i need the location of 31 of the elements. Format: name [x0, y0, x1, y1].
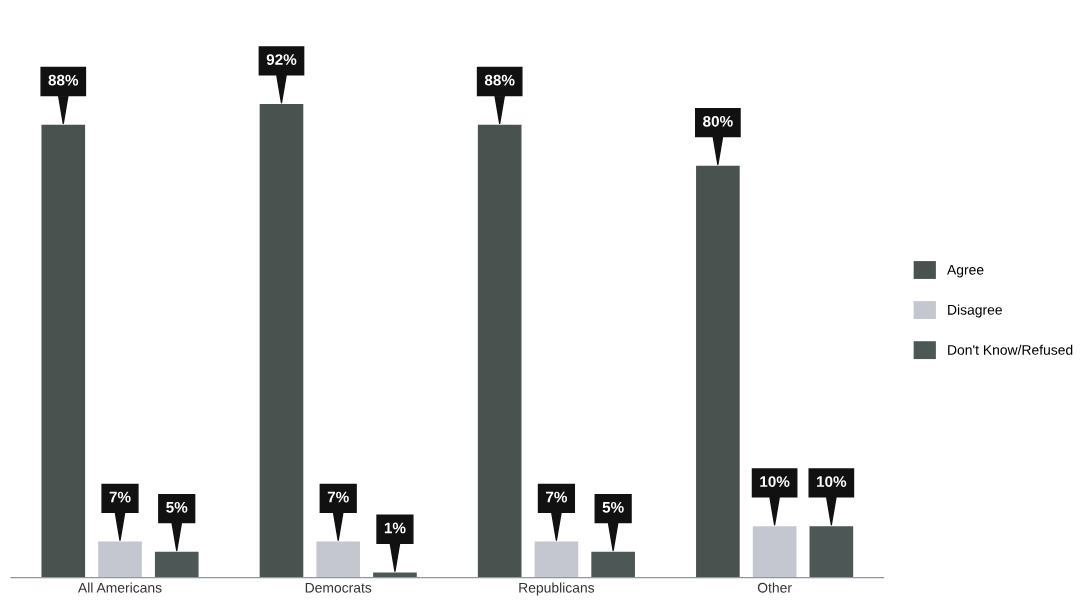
bar — [809, 526, 854, 578]
data-label: 7% — [109, 491, 131, 503]
x-tick-label: Republicans — [519, 582, 595, 596]
bar — [477, 124, 522, 578]
bar — [316, 541, 361, 578]
data-label: 7% — [546, 491, 568, 503]
legend-label: Agree — [947, 265, 984, 278]
bar — [154, 551, 199, 578]
bar — [534, 541, 579, 578]
x-tick-label: Democrats — [305, 582, 372, 593]
data-label: 5% — [166, 501, 188, 513]
x-tick-label: Other — [757, 582, 792, 593]
bar — [98, 541, 142, 578]
bar — [752, 526, 797, 578]
bar — [373, 572, 417, 578]
bar — [259, 104, 304, 578]
legend-label: Disagree — [948, 304, 1002, 318]
data-label: 92% — [266, 54, 297, 65]
data-label: 1% — [384, 522, 406, 534]
bar — [696, 165, 740, 578]
data-label: 88% — [484, 74, 515, 86]
bar — [41, 124, 86, 578]
data-label: 88% — [48, 74, 79, 86]
legend-label: Don't Know/Refused — [948, 344, 1073, 355]
data-label: 80% — [703, 115, 733, 127]
data-label: 7% — [327, 491, 349, 503]
x-tick-label: All Americans — [77, 582, 162, 593]
data-label: 10% — [760, 476, 790, 487]
data-label: 5% — [602, 501, 624, 513]
bar — [591, 551, 635, 578]
data-label: 10% — [817, 476, 847, 487]
